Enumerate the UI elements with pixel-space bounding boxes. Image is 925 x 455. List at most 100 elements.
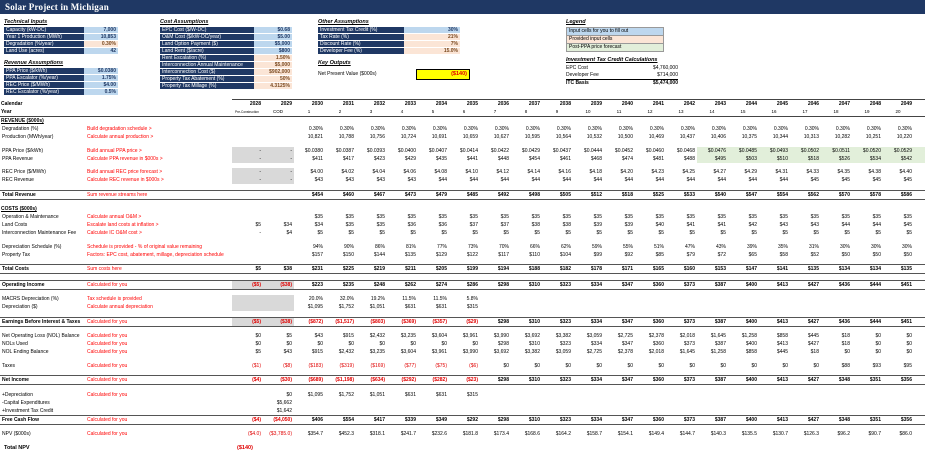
value-cell[interactable]: $173.4 [493,431,509,437]
value-cell[interactable]: $39 [624,222,633,228]
value-cell[interactable]: 0.30% [308,126,323,132]
value-cell[interactable]: $50 [841,251,850,258]
assumption-value-cell[interactable]: $5,000 [254,62,292,69]
value-cell[interactable]: ($183) [308,362,323,369]
value-cell[interactable]: $5 [348,230,354,236]
value-cell[interactable]: $35 [914,213,925,221]
value-cell[interactable]: $3,990 [462,349,478,355]
value-cell[interactable] [790,399,821,407]
value-cell[interactable] [263,303,294,311]
value-cell[interactable]: 10,821 [307,134,323,140]
value-cell[interactable]: $427 [790,375,821,385]
value-cell[interactable]: $42 [748,222,757,228]
value-cell[interactable] [511,391,542,399]
value-cell[interactable] [511,407,542,416]
value-cell[interactable]: $135 [404,251,416,258]
value-cell[interactable] [542,303,573,311]
value-cell[interactable]: $0.0460 [645,147,664,154]
value-cell[interactable]: $50 [914,251,925,259]
value-cell[interactable]: $35 [841,214,850,220]
value-cell[interactable]: $0 [906,333,912,339]
value-cell[interactable]: $0.0407 [428,147,447,154]
value-cell[interactable]: $5 [565,230,571,236]
value-cell[interactable] [480,303,511,311]
value-cell[interactable]: $3,235 [400,333,416,339]
value-cell[interactable]: $441 [466,155,478,162]
value-cell[interactable]: $550 [914,154,925,163]
value-cell[interactable]: 30% [901,243,912,250]
value-cell[interactable]: $429 [404,155,416,162]
value-cell[interactable]: 0.30% [711,126,726,132]
value-cell[interactable]: $363 [914,375,925,385]
year-cell[interactable]: 2046 [790,99,821,108]
assumption-value-cell[interactable]: 4.3125% [254,83,292,90]
value-cell[interactable] [232,133,263,141]
value-cell[interactable]: $298 [480,279,511,290]
value-cell[interactable]: $347 [621,341,633,347]
value-cell[interactable]: $334 [573,316,604,327]
value-cell[interactable]: 10,724 [400,134,416,140]
value-cell[interactable]: $5 [627,230,633,236]
value-cell[interactable]: 19.2% [370,296,385,302]
assumption-value-cell[interactable]: 0.30% [84,41,118,48]
value-cell[interactable]: $43 [283,349,292,355]
value-cell[interactable]: $298 [480,316,511,327]
value-cell[interactable]: $334 [573,279,604,290]
value-cell[interactable]: 47% [684,243,695,250]
value-cell[interactable]: $481 [652,155,664,162]
value-cell[interactable]: $4.14 [527,169,540,175]
value-cell[interactable]: $400 [728,316,759,327]
value-cell[interactable]: $2,725 [617,333,633,339]
value-cell[interactable]: 43% [715,243,726,250]
value-cell[interactable]: $45 [841,177,850,183]
value-cell[interactable] [697,399,728,407]
value-cell[interactable]: $5 [286,333,292,339]
value-cell[interactable]: $5 [255,222,261,228]
value-cell[interactable]: $0.0511 [821,146,852,155]
period-label-cell[interactable]: 10 [573,108,604,117]
value-cell[interactable]: $631 [435,391,447,398]
value-cell[interactable]: $334 [590,341,602,347]
value-cell[interactable]: $360 [635,316,666,327]
year-cell[interactable]: 2043 [697,99,728,108]
value-cell[interactable]: $88 [841,362,850,369]
value-cell[interactable]: $356 [883,375,914,385]
value-cell[interactable]: $387 [697,414,728,425]
value-cell[interactable]: ($5) [232,316,263,327]
value-cell[interactable] [635,407,666,416]
value-cell[interactable]: 10,756 [369,134,385,140]
value-cell[interactable]: $310 [511,414,542,425]
value-cell[interactable]: $0.0502 [790,146,821,155]
value-cell[interactable]: $165 [635,264,666,274]
year-cell[interactable]: 2037 [511,99,542,108]
value-cell[interactable] [914,407,925,416]
value-cell[interactable]: $85 [655,251,664,258]
value-cell[interactable]: $4.29 [744,169,757,175]
value-cell[interactable]: $93 [872,362,881,369]
value-cell[interactable]: $134 [852,264,883,274]
value-cell[interactable]: $43 [345,177,354,183]
value-cell[interactable]: $5 [875,230,881,236]
value-cell[interactable]: $44 [686,177,695,183]
value-cell[interactable] [263,251,294,259]
value-cell[interactable] [883,391,914,399]
value-cell[interactable]: $0 [472,341,478,347]
value-cell[interactable] [635,303,666,311]
value-cell[interactable]: 0.30% [914,125,925,133]
value-cell[interactable] [232,295,263,303]
value-cell[interactable]: $144 [373,251,385,258]
value-cell[interactable]: $323 [542,316,573,327]
value-cell[interactable]: ($292) [387,375,418,385]
value-cell[interactable]: $65 [748,251,757,258]
value-cell[interactable] [604,391,635,399]
value-cell[interactable]: $154.1 [617,431,633,437]
value-cell[interactable] [666,407,697,416]
value-cell[interactable]: $488 [683,155,695,162]
value-cell[interactable]: $43 [314,333,323,339]
value-cell[interactable] [666,391,697,399]
value-cell[interactable]: 35% [777,243,788,250]
value-cell[interactable]: $5 [844,230,850,236]
value-cell[interactable]: $0.0400 [397,147,416,154]
value-cell[interactable]: $43 [314,177,323,183]
value-cell[interactable]: 10,532 [586,134,602,140]
